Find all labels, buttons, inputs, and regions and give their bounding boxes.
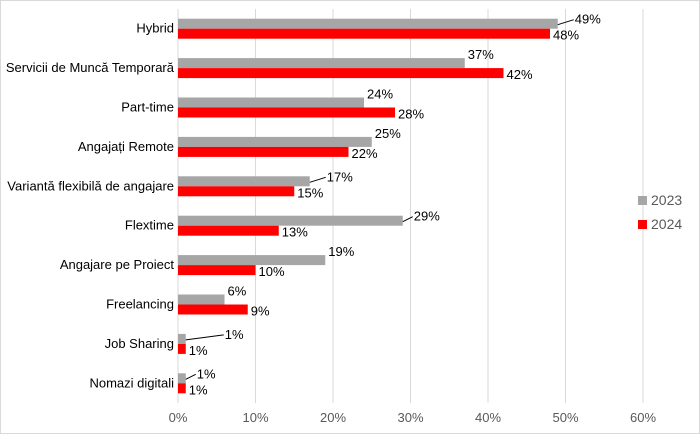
data-label-2023: 25% [375,126,401,141]
x-tick-label: 0% [169,410,188,425]
bar-2023 [178,373,186,384]
data-label-leader-line [402,216,413,223]
data-label-2024: 1% [189,343,208,358]
x-tick-label: 10% [242,410,268,425]
data-label-2024: 1% [189,382,208,397]
data-label-2024: 13% [282,225,308,240]
data-label-2023: 37% [468,47,494,62]
data-label-2023: 19% [328,244,354,259]
bar-2023 [178,18,558,29]
bar-2023 [178,333,186,344]
bar-2024 [178,383,186,394]
bars [178,18,558,394]
data-label-2023: 1% [197,366,216,381]
data-label-2024: 42% [507,67,533,82]
data-label-2023: 29% [414,209,440,224]
bar-2024 [178,186,295,197]
bar-2024 [178,343,186,354]
data-label-2024: 28% [398,107,424,122]
bar-2024 [178,265,256,276]
x-tick-label: 60% [630,410,656,425]
bar-2024 [178,304,248,315]
category-label: Servicii de Muncă Temporară [6,60,175,75]
category-label: Hybrid [136,21,174,36]
category-label: Nomazi digitali [89,375,174,390]
bar-2023 [178,136,372,147]
data-label-2024: 9% [251,304,270,319]
bar-2024 [178,107,395,118]
category-label: Flextime [125,218,174,233]
category-label: Angajați Remote [78,139,174,154]
data-label-2023: 49% [575,12,601,27]
data-label-leader-line [557,19,574,26]
bar-2024 [178,146,349,157]
category-label: Freelancing [106,297,174,312]
data-label-2024: 15% [297,185,323,200]
data-label-leader-line [185,334,224,341]
bar-2024 [178,225,279,236]
x-tick-label: 50% [552,410,578,425]
category-labels: Hybrid Servicii de Muncă Temporară Part-ti… [6,21,175,391]
category-label: Part-time [121,100,174,115]
x-tick-label: 40% [475,410,501,425]
x-tick-label: 30% [397,410,423,425]
legend-label-2024: 2024 [651,216,682,232]
bar-2024 [178,28,550,39]
bar-2023 [178,176,310,187]
data-label-2023: 1% [225,327,244,342]
bar-2023 [178,255,326,266]
bar-2023 [178,294,225,305]
category-label: Job Sharing [105,336,174,351]
data-label-2023: 24% [367,87,393,102]
category-label: Variantă flexibilă de angajare [7,178,174,193]
bar-2024 [178,68,504,79]
bar-2023 [178,97,364,108]
data-label-2023: 17% [327,169,353,184]
data-label-2023: 6% [228,284,247,299]
data-labels: 49%48% 37% 42% 24% 28% 25% 22% 17% 15% 29% 13% 19% 1… [185,12,601,397]
x-tick-label: 20% [320,410,346,425]
data-label-2024: 22% [352,146,378,161]
x-axis-ticks: 0% 10% 20% 30% 40% 50% 60% [169,410,657,425]
legend-label-2023: 2023 [651,192,682,208]
legend-swatch-2023 [638,196,647,205]
legend-swatch-2024 [638,220,647,229]
legend: 2023 2024 [638,192,682,232]
category-label: Angajare pe Proiect [60,257,175,272]
bar-2023 [178,58,465,69]
data-label-2024: 10% [259,264,285,279]
bar-2023 [178,215,403,226]
data-label-leader-line [309,176,326,183]
data-label-2024: 48% [553,28,579,43]
data-label-leader-line [185,373,196,380]
